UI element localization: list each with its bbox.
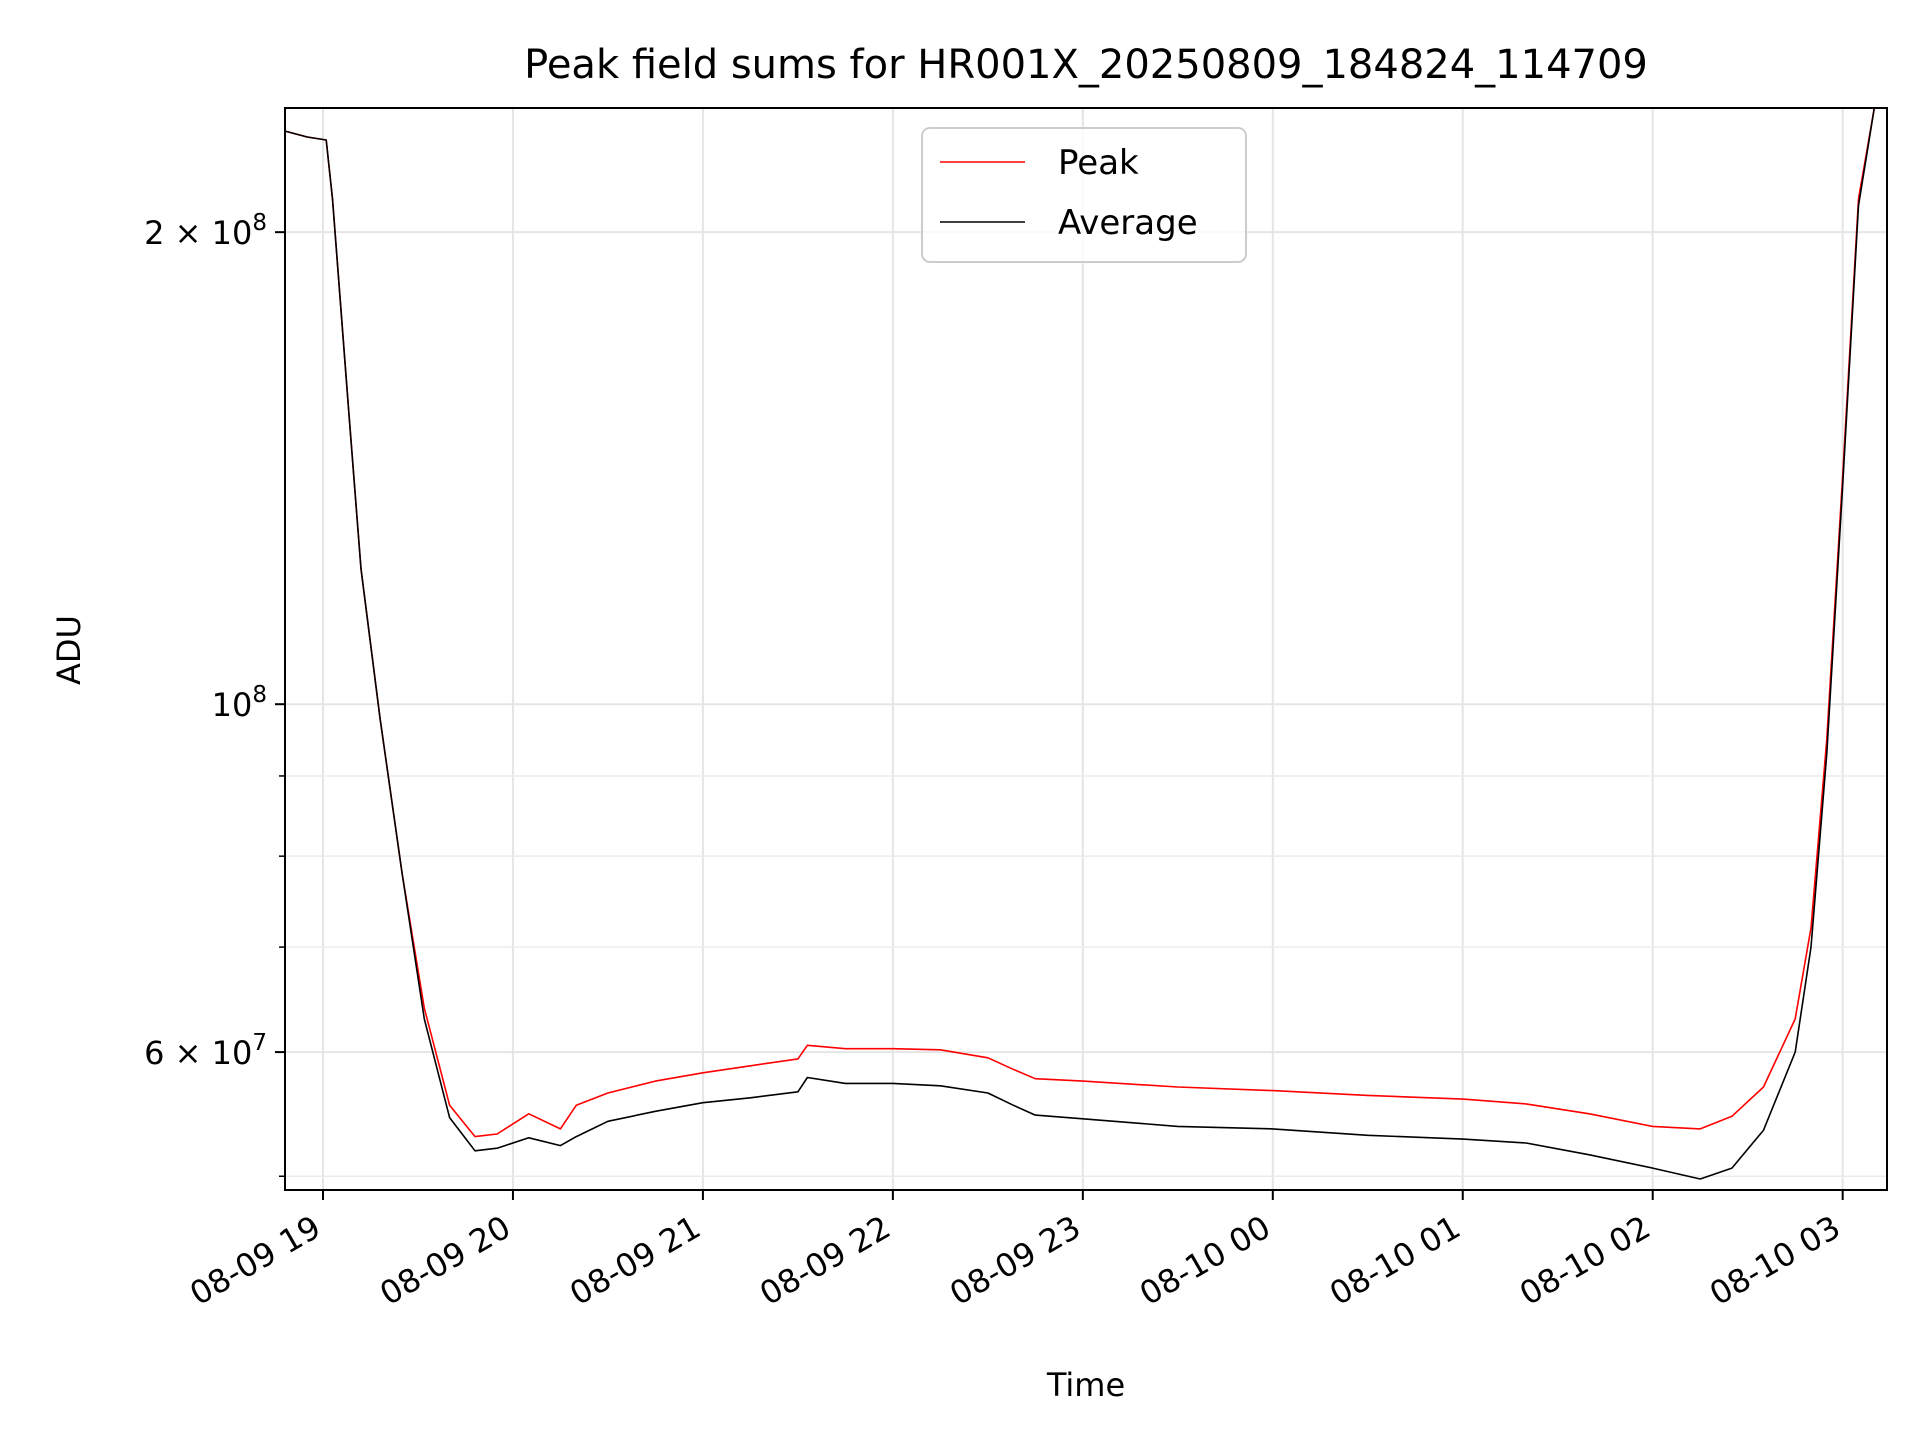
- y-tick-label: 6 × 107: [144, 1030, 267, 1072]
- series-line-average: [285, 108, 1887, 1180]
- y-tick-label: 2 × 108: [144, 210, 267, 252]
- x-axis-label: Time: [1046, 1366, 1125, 1404]
- y-tick-label: 108: [212, 682, 267, 724]
- legend-label-average: Average: [1058, 203, 1198, 243]
- plot-frame: [284, 107, 1888, 1191]
- y-axis-label: ADU: [50, 615, 88, 685]
- y-axis: 108 2 × 108 6 × 107: [144, 210, 285, 1177]
- chart-title: Peak field sums for HR001X_20250809_1848…: [524, 42, 1648, 88]
- legend: Peak Average: [921, 127, 1247, 263]
- series-layer: [285, 108, 1887, 1180]
- legend-label-peak: Peak: [1058, 143, 1139, 183]
